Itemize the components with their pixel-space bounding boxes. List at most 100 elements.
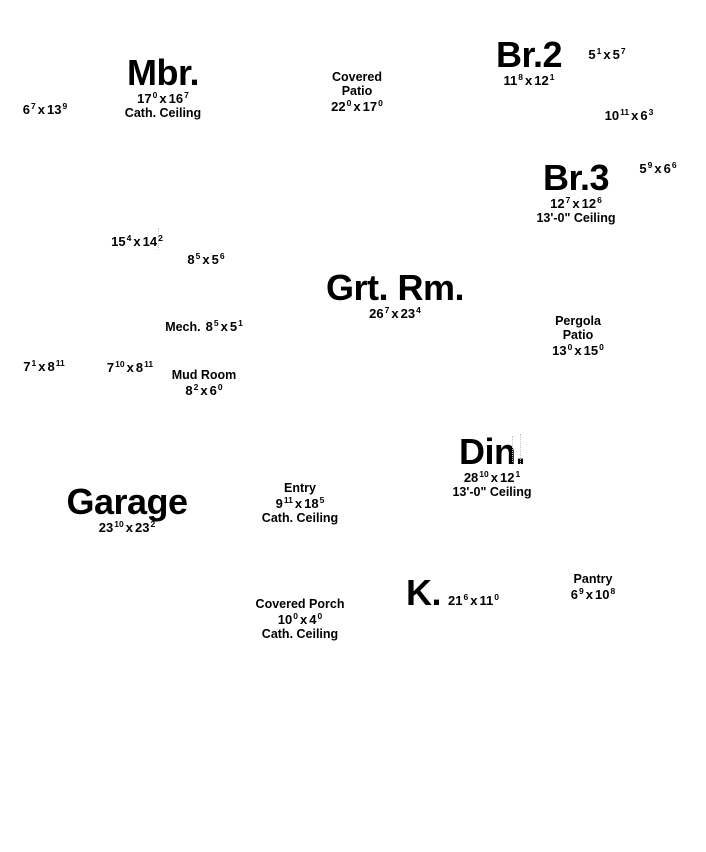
room-dimensions: 1011 x 63 bbox=[605, 107, 654, 124]
by-separator: x bbox=[470, 593, 478, 608]
dimension-label: 59 x 66 bbox=[639, 160, 676, 177]
feet-a: 8 bbox=[185, 383, 193, 398]
inches-b: 11 bbox=[144, 358, 154, 369]
room-name: Grt. Rm. bbox=[325, 267, 465, 308]
by-separator: x bbox=[631, 108, 639, 123]
room-dimensions: 85 x 51 bbox=[205, 317, 243, 334]
inches-b: 7 bbox=[620, 45, 626, 56]
inches-a: 7 bbox=[384, 304, 390, 315]
feet-a: 7 bbox=[23, 359, 31, 374]
feet-a: 22 bbox=[331, 99, 346, 114]
by-separator: x bbox=[391, 306, 399, 321]
inches-b: 1 bbox=[515, 468, 521, 479]
ceiling-note: Cath. Ceiling bbox=[261, 511, 339, 525]
by-separator: x bbox=[572, 196, 580, 211]
inches-a: 11 bbox=[283, 494, 293, 505]
room-label-pantry: Pantry 69 x 108 bbox=[571, 572, 615, 603]
feet-b: 12 bbox=[534, 73, 549, 88]
inches-b: 0 bbox=[378, 97, 383, 108]
by-separator: x bbox=[200, 383, 208, 398]
feet-b: 5 bbox=[612, 47, 620, 62]
ceiling-note: Cath. Ceiling bbox=[261, 627, 339, 641]
room-dimensions: 216 x 110 bbox=[448, 592, 499, 609]
inches-b: 2 bbox=[158, 232, 163, 243]
feet-a: 21 bbox=[448, 593, 463, 608]
inches-b: 0 bbox=[217, 381, 223, 392]
room-name: Mbr. bbox=[126, 52, 200, 93]
feet-a: 5 bbox=[639, 161, 647, 176]
feet-b: 5 bbox=[211, 252, 219, 267]
inches-b: 6 bbox=[597, 194, 602, 205]
by-separator: x bbox=[574, 343, 582, 358]
inches-a: 0 bbox=[152, 89, 158, 100]
by-separator: x bbox=[299, 612, 308, 627]
feet-a: 11 bbox=[503, 73, 518, 88]
feet-b: 10 bbox=[595, 587, 610, 602]
room-dimensions: 911 x 185 bbox=[262, 495, 338, 512]
inches-a: 10 bbox=[115, 358, 125, 369]
by-separator: x bbox=[585, 587, 593, 602]
area-label-covered-patio: Covered Patio 220 x 170 bbox=[331, 70, 383, 115]
inches-b: 0 bbox=[599, 341, 604, 352]
inches-b: 8 bbox=[610, 585, 616, 596]
dimension-label: 71 x 811 bbox=[23, 358, 64, 375]
room-label-mech: Mech. 85 x 51 bbox=[165, 318, 243, 336]
inches-b: 6 bbox=[671, 159, 677, 170]
feet-a: 5 bbox=[588, 47, 596, 62]
by-separator: x bbox=[37, 102, 45, 117]
inches-b: 2 bbox=[150, 518, 156, 529]
room-dimensions: 130 x 150 bbox=[552, 342, 604, 359]
room-name: K. bbox=[406, 572, 442, 613]
area-label-covered-porch: Covered Porch 100 x 40 Cath. Ceiling bbox=[256, 597, 345, 641]
faint-plan-line bbox=[520, 434, 521, 464]
room-dimensions: 154 x 142 bbox=[111, 233, 163, 250]
room-label-br3: Br.3 127 x 126 13'-0" Ceiling bbox=[536, 157, 616, 225]
ceiling-note: Cath. Ceiling bbox=[124, 106, 202, 120]
feet-a: 9 bbox=[275, 496, 283, 511]
area-title: Patio bbox=[341, 84, 373, 98]
inches-a: 7 bbox=[565, 194, 571, 205]
room-dimensions: 82 x 60 bbox=[172, 382, 237, 399]
room-dimensions: 2310 x 232 bbox=[66, 519, 187, 536]
ceiling-note: 13'-0" Ceiling bbox=[536, 211, 616, 225]
feet-b: 8 bbox=[47, 359, 55, 374]
room-name: Br.3 bbox=[542, 157, 610, 198]
room-dimensions: 71 x 811 bbox=[23, 358, 64, 375]
inches-a: 8 bbox=[518, 71, 524, 82]
feet-b: 8 bbox=[135, 360, 144, 375]
feet-b: 12 bbox=[499, 470, 515, 485]
by-separator: x bbox=[133, 234, 141, 249]
feet-a: 10 bbox=[604, 108, 620, 123]
inches-a: 2 bbox=[193, 381, 199, 392]
feet-a: 17 bbox=[137, 91, 152, 106]
inches-a: 10 bbox=[479, 468, 489, 479]
feet-a: 8 bbox=[187, 252, 195, 267]
room-label-mbr: Mbr. 170 x 167 Cath. Ceiling bbox=[124, 52, 202, 120]
feet-a: 6 bbox=[570, 587, 579, 602]
dimension-label: 51 x 57 bbox=[588, 46, 625, 63]
feet-a: 15 bbox=[111, 234, 126, 249]
dimension-label: 154 x 142 bbox=[111, 233, 163, 250]
inches-a: 9 bbox=[579, 585, 584, 596]
area-title: Mech. bbox=[165, 320, 201, 334]
inches-b: 4 bbox=[416, 304, 421, 315]
room-label-kitchen: K. 216 x 110 bbox=[406, 572, 499, 613]
feet-a: 8 bbox=[205, 319, 213, 334]
room-dimensions: 100 x 40 bbox=[256, 611, 345, 628]
room-dimensions: Mech. 85 x 51 bbox=[165, 318, 243, 336]
inches-b: 11 bbox=[55, 357, 65, 368]
inches-a: 0 bbox=[346, 97, 352, 108]
inches-a: 4 bbox=[126, 232, 132, 243]
inches-a: 1 bbox=[596, 45, 602, 56]
room-dimensions: 118 x 121 bbox=[496, 72, 562, 89]
inches-a: 11 bbox=[620, 106, 630, 117]
feet-a: 13 bbox=[552, 343, 567, 358]
inches-a: 5 bbox=[213, 317, 219, 328]
room-label-br2: Br.2 118 x 121 bbox=[496, 37, 563, 89]
area-title: Pergola bbox=[555, 314, 601, 328]
inches-b: 1 bbox=[238, 317, 243, 328]
feet-a: 10 bbox=[277, 612, 293, 627]
feet-b: 5 bbox=[229, 319, 238, 334]
by-separator: x bbox=[38, 359, 46, 374]
room-dimensions: 267 x 234 bbox=[326, 305, 464, 322]
